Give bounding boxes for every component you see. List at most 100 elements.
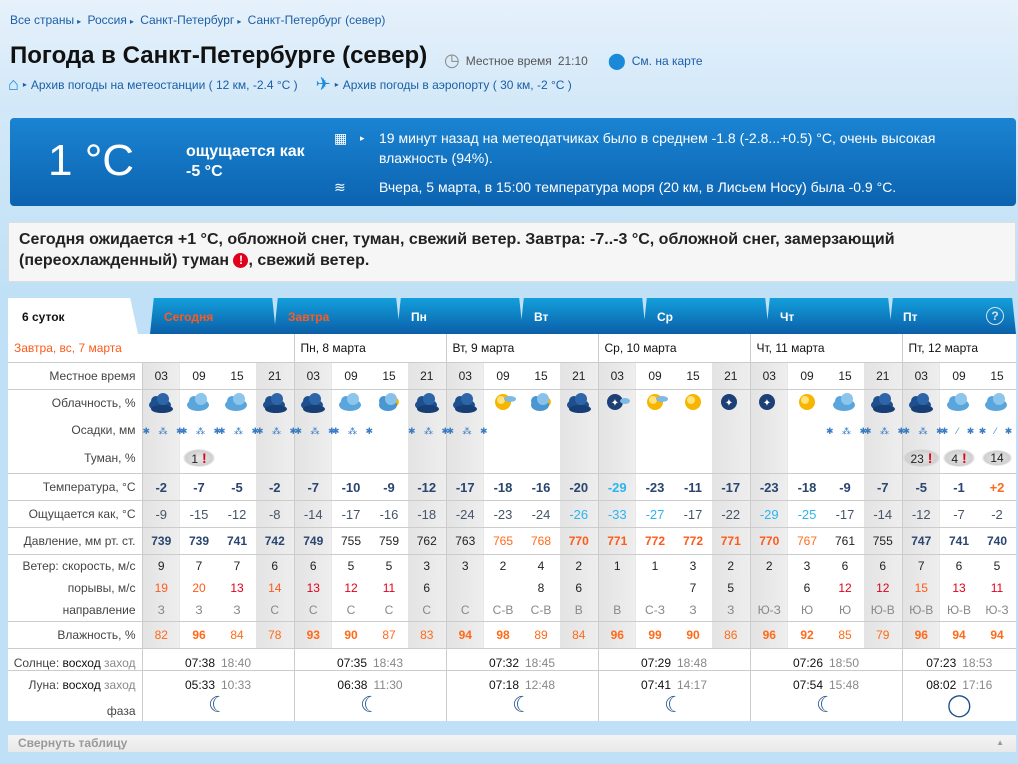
tab-tomorrow[interactable]: Завтра xyxy=(274,298,400,334)
feels-cell: -18 xyxy=(408,500,446,528)
time-row: Местное время 03 09 15 21 03 09 15 21 03 09 15 21 03 0… xyxy=(8,362,1016,389)
clock-icon: ◷ xyxy=(444,50,460,70)
snow-icon: ✱ ⁂ ✱ xyxy=(408,426,453,436)
map-link[interactable]: См. на карте xyxy=(631,53,703,68)
tab-today[interactable]: Сегодня xyxy=(150,298,276,334)
tab-thu[interactable]: Чт xyxy=(766,298,892,334)
moonrise: 05:33 xyxy=(184,678,215,692)
gusts-cell xyxy=(445,577,484,599)
temp-cell: -7 xyxy=(180,473,218,501)
humidity-cell: 87 xyxy=(370,621,408,649)
cloudy-icon xyxy=(336,392,366,417)
breadcrumb-spb-north[interactable]: Санкт-Петербург (север) xyxy=(247,13,386,27)
pressure-cell: 771 xyxy=(597,527,636,555)
wind-cell: 9 xyxy=(142,554,180,578)
precip-cell: ✱ ⁂ ✱ xyxy=(864,416,905,444)
feels-cell: -17 xyxy=(674,500,712,528)
time-cell: 03 xyxy=(901,362,940,389)
breadcrumb-all-countries[interactable]: Все страны xyxy=(10,13,75,27)
tab-6-days[interactable]: 6 суток xyxy=(8,298,138,334)
feels-cell: -8 xyxy=(256,500,294,528)
day-title: Завтра, вс, 7 марта xyxy=(8,334,294,363)
temp-cell: -20 xyxy=(560,473,598,501)
clouds-label: Облачность, % xyxy=(8,388,143,417)
feels-cell: -22 xyxy=(712,500,750,528)
precip-cell: ✱ ⁂ ✱ xyxy=(180,417,221,444)
moonset: 10:33 xyxy=(221,678,252,692)
wind-cell: 3 xyxy=(445,554,484,578)
gusts-cell xyxy=(749,577,788,599)
wind-cell: 7 xyxy=(180,554,218,578)
precip-cell xyxy=(560,416,598,444)
clouds-cell xyxy=(218,388,256,417)
tab-mon[interactable]: Пн xyxy=(397,298,523,334)
pressure-cell: 739 xyxy=(180,527,218,555)
overcast-icon xyxy=(260,392,290,417)
snow-icon: ✱ ⁂ ✱ xyxy=(218,426,263,436)
fog-cell: 14 xyxy=(978,444,1016,474)
dir-cell: Ю-З xyxy=(985,602,1009,617)
pressure-cell: 739 xyxy=(142,527,180,555)
precip-cell: ✱ ⁄ ✱ xyxy=(940,417,978,444)
precip-cell xyxy=(522,417,560,444)
fog-cell xyxy=(560,443,598,474)
fog-cell xyxy=(445,443,484,474)
warning-icon[interactable]: ! xyxy=(233,253,249,268)
clouds-cell xyxy=(370,388,408,417)
temp-row: Температура, °С -2 -7 -5 -2 -7 -10 -9 -12 -17 -18-… xyxy=(8,473,1016,501)
dir-cell: З xyxy=(233,602,241,617)
collapse-table-button[interactable]: Свернуть таблицу ▲ xyxy=(8,735,1016,752)
day-title: Пт, 12 марта xyxy=(901,334,1016,363)
help-icon[interactable]: ? xyxy=(986,307,1004,325)
svg-text:✦: ✦ xyxy=(611,398,619,409)
humidity-label: Влажность, % xyxy=(8,621,143,649)
clear-night-icon: ✦ xyxy=(754,393,784,417)
tab-tue[interactable]: Вт xyxy=(520,298,646,334)
breadcrumb-russia[interactable]: Россия xyxy=(87,13,127,27)
wind-cell: 3 xyxy=(408,554,446,578)
tab-wed[interactable]: Ср xyxy=(643,298,769,334)
sunset: 18:40 xyxy=(221,656,252,670)
dir-cell: С xyxy=(293,598,332,622)
fog-cell xyxy=(332,444,370,474)
wind-row: Ветер: скорость, м/с 9 7 7 6 6 5 5 3 3 2 4 2 1 1 3 2 2 3 6 6… xyxy=(8,554,1016,578)
moonrise: 06:38 xyxy=(337,678,368,692)
overcast-icon xyxy=(906,392,936,417)
dir-cell: Ю xyxy=(800,602,814,617)
temp-label: Температура, °С xyxy=(8,473,143,501)
pressure-cell: 749 xyxy=(293,527,332,555)
clouds-cell xyxy=(636,388,674,417)
time-cell: 09 xyxy=(952,368,966,383)
temp-cell: -17 xyxy=(445,473,484,501)
dir-cell: З xyxy=(689,602,697,617)
sun-row: Солнце: восход заход 07:38 18:40 07:35 18:43… xyxy=(8,648,1016,671)
archive-airport-link[interactable]: Архив погоды в аэропорту ( 30 км, -2 °C … xyxy=(342,77,572,92)
moonset: 15:48 xyxy=(829,678,860,692)
warning-icon: ! xyxy=(198,450,207,467)
pressure-cell: 741 xyxy=(940,527,978,555)
humidity-cell: 96 xyxy=(597,621,636,649)
tab-fri[interactable]: Пт? xyxy=(889,298,1016,334)
snow-icon: ✱ ⁂ ✱ xyxy=(902,426,947,436)
time-cell: 03 xyxy=(445,362,484,389)
dir-cell: Ю xyxy=(838,602,852,617)
fog-cell: 4 ! xyxy=(940,444,978,474)
pressure-cell: 765 xyxy=(484,527,522,555)
forecast-summary: Сегодня ожидается +1 °C, обложной снег, … xyxy=(8,222,1016,282)
temp-cell: -2 xyxy=(256,473,294,501)
temp-cell: -5 xyxy=(218,473,256,501)
fog-badge: 1 ! xyxy=(183,449,215,468)
wind-cell: 2 xyxy=(484,554,522,578)
moonset: 11:30 xyxy=(373,678,403,692)
time-cell: 15 xyxy=(230,368,244,383)
pressure-cell: 762 xyxy=(408,527,446,555)
snow-icon: ✱ ⁂ ✱ xyxy=(180,426,225,436)
temp-cell: -9 xyxy=(370,473,408,501)
fog-cell xyxy=(522,444,560,474)
breadcrumb-spb[interactable]: Санкт-Петербург xyxy=(140,13,235,27)
feels-cell: -25 xyxy=(788,500,826,528)
archive-station-link[interactable]: Архив погоды на метеостанции ( 12 км, -2… xyxy=(30,77,298,92)
dir-cell: В xyxy=(597,598,636,622)
humidity-cell: 84 xyxy=(218,621,256,649)
wind-cell: 5 xyxy=(332,554,370,578)
